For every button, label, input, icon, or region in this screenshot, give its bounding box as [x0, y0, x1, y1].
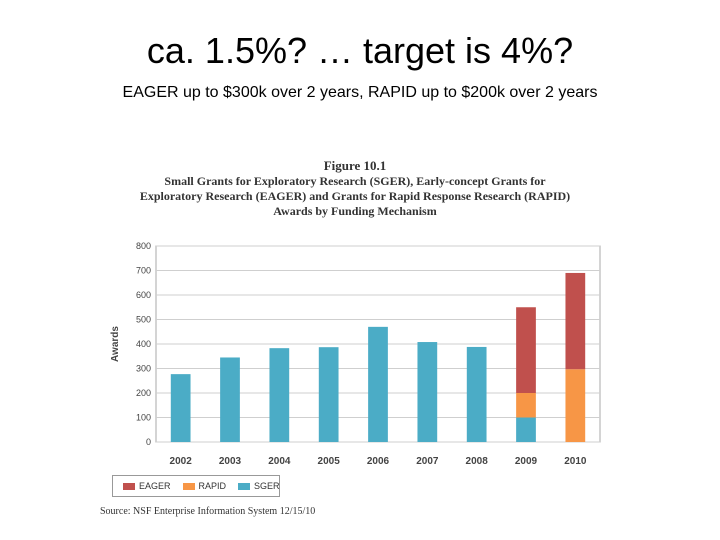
bar-sger-2007	[417, 342, 438, 442]
y-tick-label: 0	[146, 437, 151, 447]
figure-title-line: Awards by Funding Mechanism	[273, 204, 437, 218]
y-axis-label: Awards	[110, 326, 121, 362]
bar-sger-2008	[466, 346, 487, 442]
slide-subtitle: EAGER up to $300k over 2 years, RAPID up…	[122, 84, 598, 101]
bar-eager-2010	[565, 272, 586, 370]
x-tick-label: 2007	[416, 456, 439, 467]
bar-sger-2003	[220, 357, 240, 442]
figure-title-line: Exploratory Research (EAGER) and Grants …	[139, 189, 571, 203]
y-tick-label: 600	[136, 290, 151, 300]
figure-title-line: Small Grants for Exploratory Research (S…	[164, 174, 546, 188]
bar-sger-2002	[170, 374, 191, 442]
y-tick-label: 400	[136, 339, 151, 349]
y-tick-label: 100	[136, 413, 151, 423]
legend-label-rapid: RAPID	[198, 481, 227, 491]
bar-rapid-2009	[516, 393, 536, 418]
x-tick-label: 2003	[219, 456, 242, 467]
legend-swatch-rapid	[182, 482, 195, 490]
slide-title: ca. 1.5%? … target is 4%?	[146, 30, 574, 71]
legend-item-rapid: RAPID	[182, 481, 227, 491]
legend-swatch-eager	[123, 482, 135, 490]
y-tick-label: 700	[136, 266, 151, 276]
y-tick-label: 500	[136, 315, 151, 325]
x-tick-label: 2004	[268, 456, 291, 467]
bar-sger-2009	[516, 417, 536, 442]
bar-rapid-2010	[565, 369, 586, 442]
bar-eager-2009	[516, 307, 536, 393]
bar-sger-2004	[269, 348, 290, 442]
chart-legend: EAGER RAPID SGER	[112, 475, 280, 497]
figure-caption: Figure 10.1 Small Grants for Exploratory…	[90, 158, 620, 219]
y-tick-label: 200	[136, 388, 151, 398]
x-tick-label: 2006	[367, 456, 390, 467]
x-tick-label: 2002	[170, 456, 193, 467]
x-tick-label: 2009	[515, 456, 538, 467]
legend-swatch-sger	[238, 482, 251, 490]
legend-label-eager: EAGER	[139, 481, 171, 491]
legend-label-sger: SGER	[254, 481, 280, 491]
bar-chart: 0 100 200 300 400 500 600 700 800 Awards 2002 2003 2…	[110, 241, 601, 467]
y-tick-label: 800	[136, 241, 151, 251]
legend-item-sger: SGER	[238, 481, 280, 491]
bar-sger-2005	[318, 347, 339, 442]
figure-source: Source: NSF Enterprise Information Syste…	[100, 506, 316, 517]
bar-sger-2006	[368, 326, 388, 442]
x-tick-label: 2005	[318, 456, 341, 467]
y-tick-label: 300	[136, 364, 151, 374]
legend-item-eager: EAGER	[123, 481, 171, 491]
x-tick-label: 2008	[466, 456, 489, 467]
figure-number: Figure 10.1	[323, 158, 387, 173]
x-tick-label: 2010	[564, 456, 587, 467]
